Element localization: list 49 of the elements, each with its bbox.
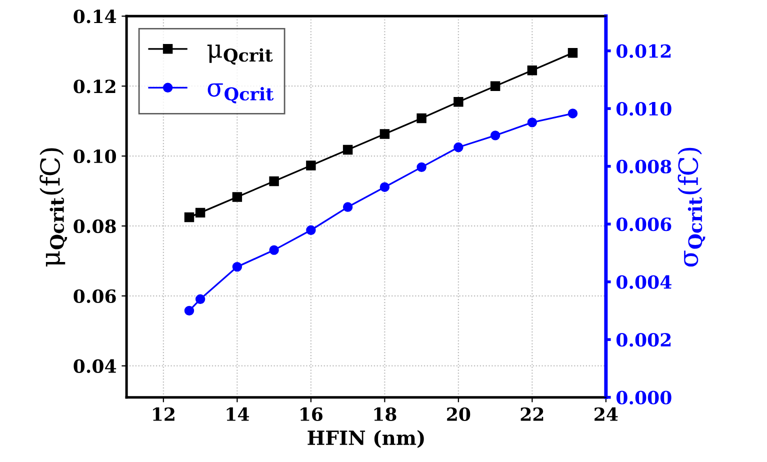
point <box>269 176 279 186</box>
x-tick-label: 12 <box>153 407 174 421</box>
y-tick-label: 0.10 <box>74 150 116 164</box>
y-tick-label: 0.06 <box>74 289 116 304</box>
point <box>454 96 464 107</box>
y2-axis-title: σ$_{Qcrit}$(fC) <box>678 148 706 267</box>
y-tick-label: 0.14 <box>74 10 116 24</box>
point <box>195 208 206 218</box>
point <box>342 202 353 212</box>
y-tick-label: 0.12 <box>74 80 116 94</box>
y2-tick-label: 0.002 <box>616 333 671 347</box>
point <box>232 192 242 202</box>
y2-tick-label: 0.012 <box>616 44 671 58</box>
point <box>527 118 538 128</box>
y2-tick-label: 0.010 <box>616 102 672 116</box>
x-tick-label: 14 <box>226 407 250 421</box>
point <box>527 66 538 76</box>
point <box>184 306 194 316</box>
point <box>342 144 353 155</box>
y2-tick-label: 0.004 <box>616 275 672 289</box>
point <box>184 212 194 222</box>
point <box>269 245 279 255</box>
point <box>416 113 426 124</box>
legend-label: σ$_{Qcrit}$ <box>208 83 274 104</box>
x-tick-label: 18 <box>374 407 396 422</box>
point <box>490 130 500 140</box>
point <box>568 108 578 118</box>
y-tick-label: 0.08 <box>74 219 116 234</box>
x-tick-label: 20 <box>447 407 470 422</box>
point <box>454 142 464 152</box>
point <box>306 160 316 170</box>
point <box>380 129 390 139</box>
y-axis-title: μ$_{Qcrit}$(fC) <box>40 148 68 267</box>
point <box>232 262 242 272</box>
point <box>195 294 206 304</box>
y-tick-label: 0.04 <box>74 359 116 373</box>
point <box>568 48 578 58</box>
x-axis-title: HFIN (nm) <box>308 430 424 448</box>
legend-label: μ$_{Qcrit}$ <box>207 44 273 65</box>
x-tick-label: 16 <box>300 407 323 422</box>
y2-tick-label: 0.006 <box>616 218 672 232</box>
point <box>416 162 426 172</box>
x-tick-label: 24 <box>594 407 618 421</box>
point <box>306 225 316 235</box>
y2-tick-label: 0.000 <box>616 390 672 404</box>
point <box>490 81 500 91</box>
x-tick-label: 22 <box>520 407 544 421</box>
point <box>380 182 390 192</box>
y2-tick-label: 0.008 <box>616 160 672 174</box>
